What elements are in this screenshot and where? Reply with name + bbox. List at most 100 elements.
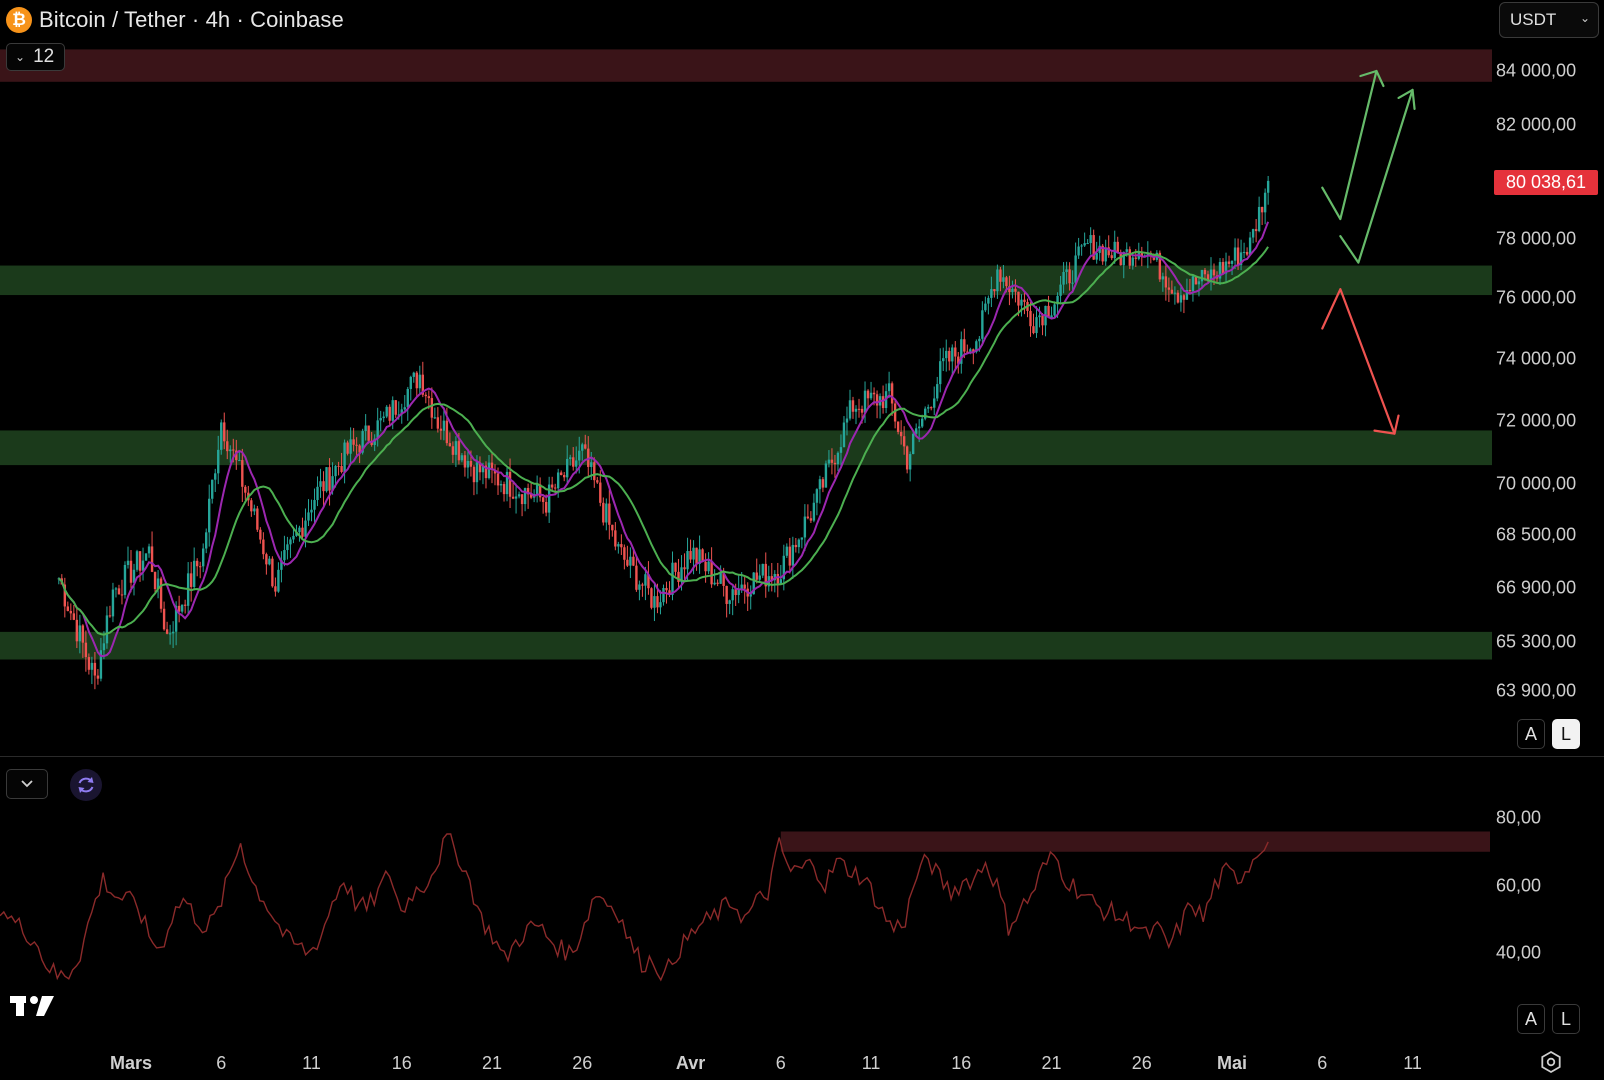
candle-body xyxy=(126,560,130,565)
candle-body xyxy=(710,561,713,585)
candle-body xyxy=(1245,251,1249,255)
candle-body xyxy=(963,339,966,352)
candle-body xyxy=(1005,277,1008,287)
candle-body xyxy=(1212,269,1216,276)
candle-body xyxy=(346,442,349,454)
gear-icon[interactable] xyxy=(1539,1050,1563,1079)
candle-body xyxy=(319,481,322,487)
candle-body xyxy=(1029,310,1032,327)
log-scale-button[interactable]: L xyxy=(1552,719,1580,749)
candle-body xyxy=(382,416,385,419)
candle-body xyxy=(993,289,996,292)
auto-scale-button[interactable]: A xyxy=(1517,719,1545,749)
candle-body xyxy=(556,472,560,489)
candle-body xyxy=(1161,276,1165,280)
candle-body xyxy=(295,532,298,536)
candle-body xyxy=(728,600,731,604)
candle-body xyxy=(945,350,948,359)
rsi-label: 60,00 xyxy=(1496,875,1542,895)
candle-body xyxy=(881,396,885,409)
candle-body xyxy=(704,561,707,572)
candle-body xyxy=(743,584,746,589)
candle-body xyxy=(981,310,984,339)
candle-body xyxy=(972,349,975,353)
candle-body xyxy=(857,408,861,410)
candle-body xyxy=(208,498,211,533)
candle-body xyxy=(1131,257,1134,266)
candle-body xyxy=(966,351,969,353)
tradingview-logo-icon[interactable] xyxy=(10,996,56,1023)
candle-body xyxy=(343,442,346,473)
candle-body xyxy=(286,544,289,551)
candle-body xyxy=(1188,289,1192,292)
candle-body xyxy=(1176,292,1180,303)
candle-body xyxy=(797,539,801,548)
candle-body xyxy=(469,460,473,467)
indicators-collapse-button[interactable]: ⌄ 12 xyxy=(6,43,65,71)
price-label: 70 000,00 xyxy=(1496,473,1577,494)
candle-body xyxy=(340,465,343,473)
candle-body xyxy=(81,625,85,643)
candle-body xyxy=(238,460,241,462)
candle-body xyxy=(268,558,271,565)
candle-body xyxy=(358,445,361,453)
candle-body xyxy=(223,422,226,442)
refresh-icon[interactable] xyxy=(70,769,102,801)
rsi-collapse-button[interactable] xyxy=(6,769,48,799)
candle-body xyxy=(150,546,154,572)
pane-divider[interactable] xyxy=(0,756,1604,757)
candle-body xyxy=(920,418,924,427)
candle-body xyxy=(969,349,972,352)
bullish-arrow-2 xyxy=(1339,88,1414,264)
candle-body xyxy=(839,447,843,453)
candle-body xyxy=(626,559,629,566)
candle-body xyxy=(948,350,951,362)
candle-body xyxy=(481,465,485,473)
rsi-auto-scale-button[interactable]: A xyxy=(1517,1004,1545,1034)
rsi-overbought-zone xyxy=(780,831,1490,852)
candle-body xyxy=(674,562,677,572)
candle-body xyxy=(978,338,981,342)
candle-body xyxy=(1218,262,1222,279)
candle-body xyxy=(605,503,608,523)
candle-body xyxy=(138,551,142,571)
candle-body xyxy=(1002,277,1005,282)
candle-body xyxy=(364,425,367,432)
candle-body xyxy=(361,431,364,453)
candle-body xyxy=(1206,274,1210,282)
candle-body xyxy=(899,431,903,437)
currency-select[interactable]: USDT ⌄ xyxy=(1499,2,1599,38)
candle-body xyxy=(205,532,208,549)
candle-body xyxy=(779,579,782,584)
candle-body xyxy=(244,486,247,493)
candle-body xyxy=(271,558,274,587)
rsi-log-scale-button[interactable]: L xyxy=(1552,1004,1580,1034)
candle-body xyxy=(650,588,653,608)
candle-body xyxy=(183,604,187,606)
candle-body xyxy=(538,484,542,498)
candle-body xyxy=(1074,255,1077,283)
candle-body xyxy=(914,428,918,434)
candle-body xyxy=(111,589,115,617)
candle-body xyxy=(761,563,764,576)
candle-body xyxy=(957,356,960,364)
candle-body xyxy=(911,433,915,455)
candle-body xyxy=(99,650,103,679)
candle-body xyxy=(523,488,527,505)
candle-body xyxy=(1128,249,1131,266)
bullish-arrow-1 xyxy=(1321,69,1378,221)
candle-body xyxy=(241,460,244,487)
symbol-title[interactable]: Bitcoin / Tether · 4h · Coinbase xyxy=(39,7,344,32)
candle-body xyxy=(217,449,220,474)
time-label: 11 xyxy=(1403,1053,1422,1073)
time-label: Mars xyxy=(109,1053,153,1073)
candle-body xyxy=(262,539,265,555)
chevron-down-icon: ⌄ xyxy=(1579,11,1590,25)
candle-body xyxy=(177,605,181,612)
candle-body xyxy=(202,548,205,567)
candle-body xyxy=(689,551,692,560)
candle-body xyxy=(794,544,798,548)
candle-body xyxy=(90,662,94,670)
candle-body xyxy=(1182,295,1186,300)
